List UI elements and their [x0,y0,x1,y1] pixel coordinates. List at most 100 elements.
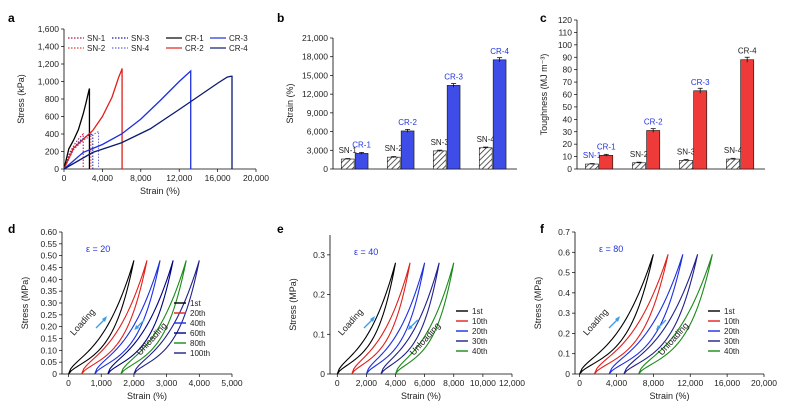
bar-label-SN-4: SN-4 [724,146,743,155]
panel-label-c: c [540,11,547,25]
y-tick-label: 0.05 [40,357,57,367]
y-tick-label: 0 [567,164,572,174]
bar-CR-2 [400,130,415,170]
x-tick-label: 12,000 [499,378,525,388]
legend-label-CR-3: CR-3 [229,34,248,43]
series-line-CR-3 [63,69,192,170]
y-tick-label: 3,000 [307,145,329,155]
cycle-curve-20th [81,260,148,375]
bar-label-SN-1: SN-1 [583,151,602,160]
panel-label-a: a [8,11,15,25]
x-tick-label: 16,000 [205,173,231,183]
x-tick-label: 12,000 [677,378,703,388]
panel-f: f 0 0.1 0.2 0.3 0.4 0.5 0.6 0.7 0 4,000 8,000 12,000… [533,222,777,401]
y-axis-label: Stress (MPa) [533,277,543,330]
cycle-curve-30th [623,254,699,375]
y-axis-label: Strain (%) [285,83,295,123]
legend-label-SN-4: SN-4 [131,44,150,53]
panel-d: d 0 0.05 0.100.15 0.20 0.25 0.30 0.35 0.400.45 0.… [8,222,243,401]
x-tick-label: 16,000 [714,378,740,388]
y-tick-label: 110 [558,27,572,37]
series-line-CR-4 [63,75,233,170]
y-tick-label: 6,000 [307,127,329,137]
legend-label-20th: 20th [724,327,740,336]
panel-b: b 0 3,000 6,000 9,000 12,000 15,000 18,000 21,00… [277,11,517,174]
x-tick-label: 4,000 [606,378,628,388]
cycle-curve-100th [133,260,200,375]
y-tick-label: 0.4 [558,288,570,298]
x-tick-label: 10,000 [470,378,496,388]
bar-CR-2 [646,130,661,170]
panel-label-f: f [540,222,545,236]
bar-label-CR-3: CR-3 [691,78,710,87]
y-tick-label: 0.45 [40,263,57,273]
legend-label-40th: 40th [724,347,740,356]
x-tick-label: 5,000 [221,378,243,388]
y-tick-label: 0.2 [313,290,325,300]
bar-CR-4 [740,59,755,170]
y-tick-label: 800 [45,94,59,104]
bar-label-CR-2: CR-2 [398,118,417,127]
y-tick-label: 600 [45,112,59,122]
y-axis-label: Toughness (MJ m⁻³) [539,54,549,136]
bar-CR-1 [599,155,614,170]
cycle-curve-40th [395,262,455,375]
x-tick-label: 8,000 [130,173,152,183]
y-tick-label: 0 [565,369,570,379]
y-tick-label: 0.15 [40,334,57,344]
bar-label-SN-3: SN-3 [431,138,450,147]
x-tick-label: 3,000 [156,378,178,388]
bar-SN-3 [679,160,693,170]
y-tick-label: 40 [563,114,573,124]
panel-a: a 0 200 400 600 800 1,000 1,200 1,400 1,600 0 4,000… [8,11,269,196]
legend-label-10th: 10th [724,317,740,326]
loading-label: Loading [336,307,365,338]
panel-label-d: d [8,222,15,236]
y-tick-label: 1,200 [38,59,60,69]
y-tick-label: 0.20 [40,322,57,332]
legend-label-1st: 1st [190,299,201,308]
loading-arrow-head [615,316,620,322]
bar-SN-4 [478,147,493,170]
legend-label-SN-3: SN-3 [131,34,150,43]
cycle-curve-80th [120,260,187,375]
y-axis-label: Stress (kPa) [16,74,26,124]
unloading-arrow-head [407,325,413,330]
legend-label-20th: 20th [190,309,206,318]
y-tick-label: 0 [52,369,57,379]
loading-arrow-head [102,316,107,322]
y-tick-label: 20 [563,139,573,149]
loading-arrow-head [370,316,375,322]
bar-CR-4 [492,59,507,170]
y-tick-label: 0.7 [558,227,570,237]
y-tick-label: 1,000 [38,77,60,87]
bar-label-CR-3: CR-3 [444,72,463,81]
bar-SN-1 [340,158,355,170]
y-tick-label: 0.35 [40,286,57,296]
y-tick-label: 0 [54,164,59,174]
y-tick-label: 12,000 [302,89,328,99]
bar-SN-2 [632,162,646,170]
epsilon-label: ε = 20 [86,244,110,254]
y-tick-label: 60 [563,90,573,100]
series-line-CR-2 [63,68,123,170]
y-tick-label: 0.5 [558,268,570,278]
y-tick-label: 18,000 [302,52,328,62]
bar-SN-4 [726,158,740,170]
y-tick-label: 0.6 [558,247,570,257]
x-tick-label: 4,000 [92,173,114,183]
y-tick-label: 0.55 [40,239,57,249]
y-tick-label: 0 [323,164,328,174]
legend-label-40th: 40th [472,347,488,356]
y-tick-label: 1,600 [38,24,60,34]
legend-label-40th: 40th [190,319,206,328]
cycle-curve-1st [68,260,135,375]
y-tick-label: 1,400 [38,42,60,52]
x-axis-label: Strain (%) [401,391,441,401]
cycle-curve-1st [579,254,654,375]
x-tick-label: 4,000 [189,378,211,388]
bar-label-CR-4: CR-4 [490,47,509,56]
